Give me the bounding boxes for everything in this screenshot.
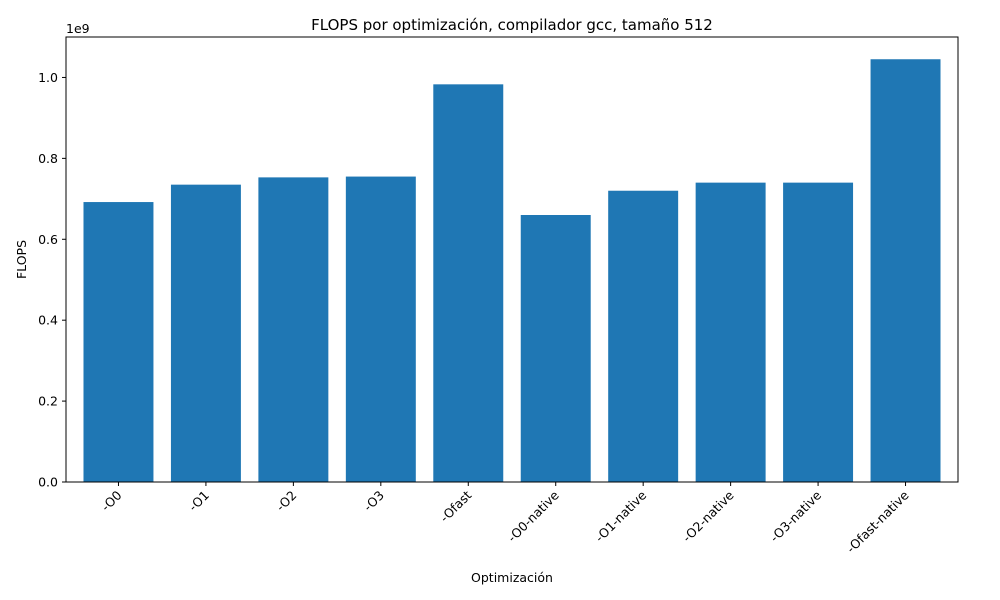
x-tick-label: -O2 (273, 488, 300, 515)
bar-Ofast (433, 84, 504, 482)
x-tick-label: -O3-native (767, 487, 825, 545)
y-axis: 0.0 0.2 0.4 0.6 0.8 1.0 (38, 70, 66, 490)
x-tick-label: -O1-native (592, 487, 650, 545)
x-tick-label: -O3 (360, 488, 387, 515)
bar-O0-native (520, 215, 591, 482)
bar-O1 (170, 184, 241, 482)
x-tick-label: -O2-native (679, 487, 737, 545)
y-tick-label: 0.4 (38, 313, 58, 328)
x-tick-label: -O0-native (504, 487, 562, 545)
bar-O0 (83, 202, 154, 482)
x-tick-label: -Ofast-native (843, 487, 912, 556)
chart-title: FLOPS por optimización, compilador gcc, … (311, 16, 713, 34)
bar-Ofast-native (870, 59, 941, 482)
bar-O1-native (608, 190, 679, 482)
x-axis: -O0 -O1 -O2 -O3 -Ofast -O0-native -O1-native -O… (98, 482, 912, 556)
bar-O2-native (695, 182, 766, 483)
y-tick-label: 0.6 (38, 232, 58, 247)
y-tick-label: 0.0 (38, 475, 58, 490)
x-axis-label: Optimización (471, 570, 553, 585)
y-tick-label: 0.2 (38, 394, 58, 409)
x-tick-label: -O0 (98, 487, 125, 514)
x-tick-label: -O1 (185, 488, 212, 515)
y-tick-label: 0.8 (38, 151, 58, 166)
y-axis-offset-label: 1e9 (66, 21, 90, 36)
y-tick-label: 1.0 (38, 70, 58, 85)
bar-O3 (345, 176, 416, 482)
x-tick-label: -Ofast (437, 487, 475, 525)
plot-frame (65, 36, 959, 483)
y-axis-label: FLOPS (14, 240, 29, 279)
bar-O3-native (783, 182, 854, 483)
bars-group (83, 59, 941, 483)
bar-O2 (258, 177, 329, 483)
